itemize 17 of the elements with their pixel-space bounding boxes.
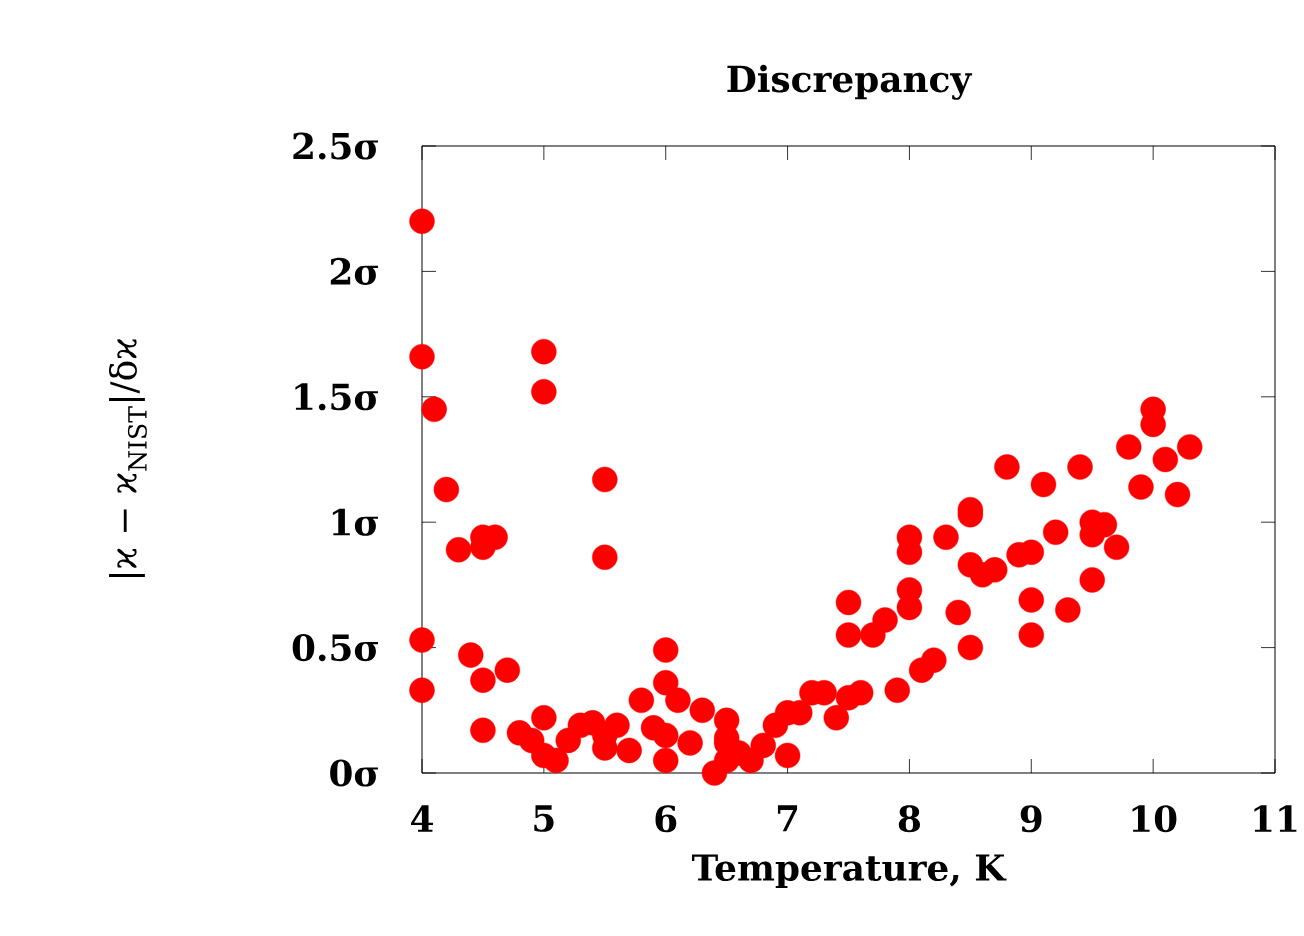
y-tick-label: 1.5σ — [295, 383, 378, 411]
y-tick-label: 2σ — [330, 257, 378, 285]
y-tick-label: 0.5σ — [292, 634, 378, 662]
x-axis-title: Temperature, K — [691, 854, 1007, 888]
x-tick-label: 11 — [1254, 805, 1297, 832]
x-tick-label: 5 — [534, 805, 554, 832]
x-tick-label: 8 — [898, 805, 920, 833]
chart-title: Discrepancy — [727, 64, 973, 100]
y-tick-label: 0σ — [330, 759, 378, 787]
x-tick-label: 4 — [410, 805, 434, 832]
y-tick-label: 2.5σ — [293, 132, 378, 160]
x-tick-label: 7 — [777, 805, 798, 832]
y-axis-title: |ϰ − ϰ$_{NIST}$|/δϰ — [109, 339, 147, 577]
x-tick-label: 10 — [1132, 805, 1177, 833]
x-tick-label: 9 — [1020, 805, 1042, 833]
y-tick-label: 1σ — [332, 508, 378, 536]
x-tick-label: 6 — [655, 805, 677, 833]
